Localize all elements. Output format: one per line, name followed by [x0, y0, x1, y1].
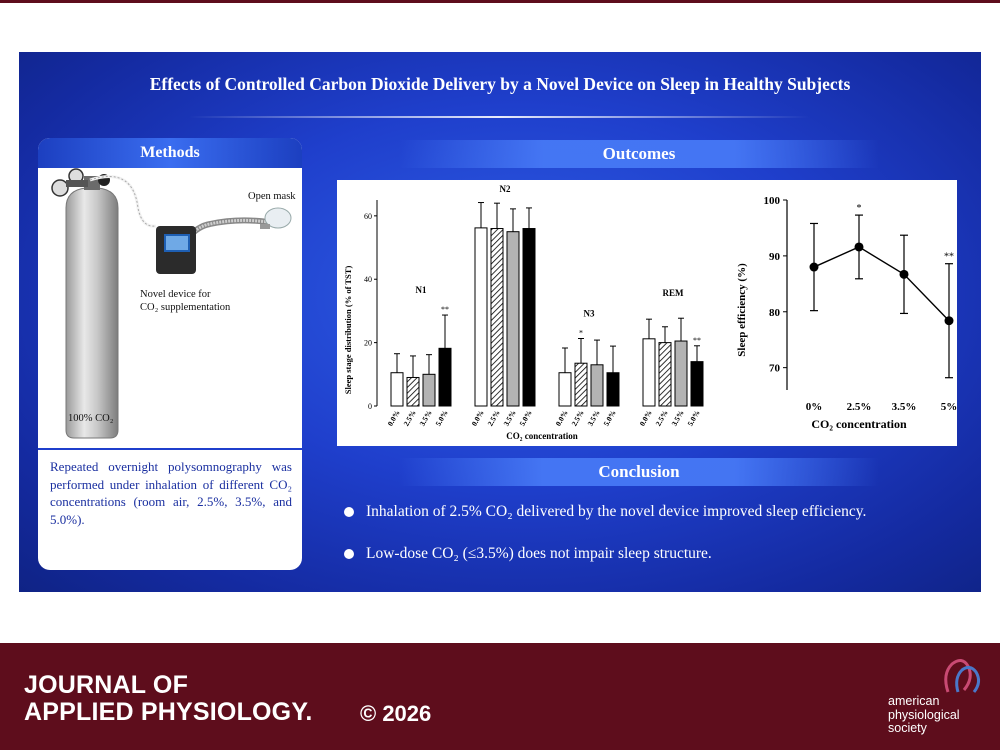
bar-N3-1: [574, 362, 588, 407]
bar-x-tick-label: 3.5%: [418, 409, 434, 428]
device-label-line2: CO₂ supplementation: [140, 302, 231, 313]
bar-x-tick-label: 2.5%: [654, 409, 670, 428]
bar-N2-3: [522, 228, 536, 407]
bar-x-tick-label: 5.0%: [434, 409, 450, 428]
bar-group-label: N2: [500, 184, 511, 194]
bar-REM-3: [690, 361, 704, 407]
line-chart-xlabel: CO₂ concentration: [811, 417, 907, 431]
co2-setup-drawing: [51, 168, 292, 439]
bar-REM-1: [658, 342, 672, 407]
graphical-abstract: Effects of Controlled Carbon Dioxide Del…: [19, 52, 981, 592]
outcomes-heading: Outcomes: [399, 140, 879, 168]
title-divider: [189, 116, 809, 118]
bar-significance-mark: **: [693, 336, 701, 345]
line-y-tick-label: 90: [769, 251, 781, 263]
bar-N1-1: [406, 376, 420, 407]
methods-divider: [38, 448, 302, 450]
bar-y-tick-label: 0: [368, 402, 372, 411]
bar-x-tick-label: 5.0%: [686, 409, 702, 428]
sleep-efficiency-line: [813, 246, 950, 322]
bar-significance-mark: *: [579, 328, 583, 337]
abstract-title: Effects of Controlled Carbon Dioxide Del…: [149, 74, 851, 94]
sleep-efficiency-point: [944, 316, 954, 326]
bar-x-tick-label: 0.0%: [470, 409, 486, 428]
bar-x-tick-label: 3.5%: [502, 409, 518, 428]
bar-x-tick-label: 3.5%: [586, 409, 602, 428]
conclusion-heading: Conclusion: [399, 458, 879, 486]
bar-x-tick-label: 5.0%: [602, 409, 618, 428]
society-line1: american: [888, 694, 940, 708]
bar-group-label: N3: [584, 308, 595, 318]
conclusion-bullet-text: Low-dose CO₂ (≤3.5%) does not impair sle…: [366, 545, 712, 562]
bar-x-tick-label: 0.0%: [386, 409, 402, 428]
bullet-icon: [344, 507, 354, 517]
outcomes-charts: Sleep stage distribution (% of TST) CO₂ …: [337, 180, 957, 446]
methods-panel: Methods: [38, 138, 302, 570]
aps-logo-icon: [944, 659, 981, 693]
bar-chart-ylabel: Sleep stage distribution (% of TST): [343, 266, 353, 395]
line-y-tick-label: 100: [764, 195, 781, 207]
society-name: american physiological society: [888, 694, 960, 736]
bar-x-tick-label: 2.5%: [486, 409, 502, 428]
cylinder-label: 100% CO₂: [68, 413, 114, 424]
bar-significance-mark: **: [441, 305, 449, 314]
bar-N3-3: [606, 372, 620, 407]
line-significance-mark: **: [944, 252, 954, 263]
conclusion-bullet-1: Inhalation of 2.5% CO₂ delivered by the …: [344, 503, 866, 521]
methods-heading: Methods: [38, 138, 302, 168]
bar-x-tick-label: 5.0%: [518, 409, 534, 428]
bar-group-label: N1: [416, 285, 427, 295]
gas-cylinder-icon: [65, 176, 119, 439]
society-line2: physiological: [888, 707, 960, 722]
society-line3: society: [888, 721, 927, 735]
bar-y-tick-label: 40: [364, 275, 372, 284]
bar-N3-2: [590, 364, 604, 407]
bar-y-tick-label: 60: [364, 212, 372, 221]
open-mask-label: Open mask: [248, 191, 296, 202]
bar-REM-0: [642, 338, 656, 407]
bar-N3-0: [558, 372, 572, 407]
journal-name-line2: APPLIED PHYSIOLOGY.: [24, 698, 313, 726]
conclusion-bullet-2: Low-dose CO₂ (≤3.5%) does not impair sle…: [344, 545, 712, 563]
line-x-tick-label: 0%: [806, 401, 823, 413]
open-mask-icon: [260, 207, 292, 229]
line-y-tick-label: 80: [769, 307, 781, 319]
sleep-efficiency-point: [899, 269, 909, 279]
line-x-tick-label: 5%: [941, 401, 957, 413]
bullet-icon: [344, 549, 354, 559]
top-rule: [0, 0, 1000, 3]
bar-y-tick-label: 20: [364, 339, 372, 348]
device-label-line1: Novel device for: [140, 289, 211, 300]
journal-footer: JOURNAL OF APPLIED PHYSIOLOGY. © 2026: [0, 643, 1000, 750]
sleep-stage-bar-chart: Sleep stage distribution (% of TST) CO₂ …: [343, 184, 704, 441]
line-x-tick-label: 2.5%: [847, 401, 872, 413]
bar-group-label: REM: [663, 288, 685, 298]
line-x-tick-label: 3.5%: [892, 401, 917, 413]
bar-REM-2: [674, 340, 688, 407]
bar-N1-2: [422, 373, 436, 407]
methods-text: Repeated overnight polysomnography was p…: [50, 459, 292, 527]
line-y-tick-label: 70: [769, 363, 781, 375]
bar-x-tick-label: 3.5%: [670, 409, 686, 428]
bar-N1-0: [390, 372, 404, 407]
bar-N1-3: [438, 347, 452, 407]
bar-x-tick-label: 0.0%: [554, 409, 570, 428]
line-significance-mark: *: [857, 203, 862, 214]
bar-x-tick-label: 0.0%: [638, 409, 654, 428]
bar-N2-0: [474, 227, 488, 407]
copyright-year: © 2026: [360, 701, 432, 726]
sleep-efficiency-point: [854, 242, 864, 252]
novel-device-icon: [156, 226, 196, 274]
journal-name-line1: JOURNAL OF: [24, 671, 189, 699]
sleep-efficiency-line-chart: Sleep efficiency (%) CO₂ concentration 7…: [736, 195, 957, 431]
sleep-efficiency-point: [809, 262, 819, 272]
device-illustration: Open mask Novel device for CO₂ supplemen…: [38, 168, 302, 444]
bar-x-tick-label: 2.5%: [402, 409, 418, 428]
bar-N2-1: [490, 228, 504, 407]
bar-N2-2: [506, 231, 520, 407]
bar-x-tick-label: 2.5%: [570, 409, 586, 428]
conclusion-bullet-text: Inhalation of 2.5% CO₂ delivered by the …: [366, 503, 867, 520]
line-chart-ylabel: Sleep efficiency (%): [736, 263, 748, 357]
bar-chart-xlabel: CO₂ concentration: [506, 431, 577, 441]
